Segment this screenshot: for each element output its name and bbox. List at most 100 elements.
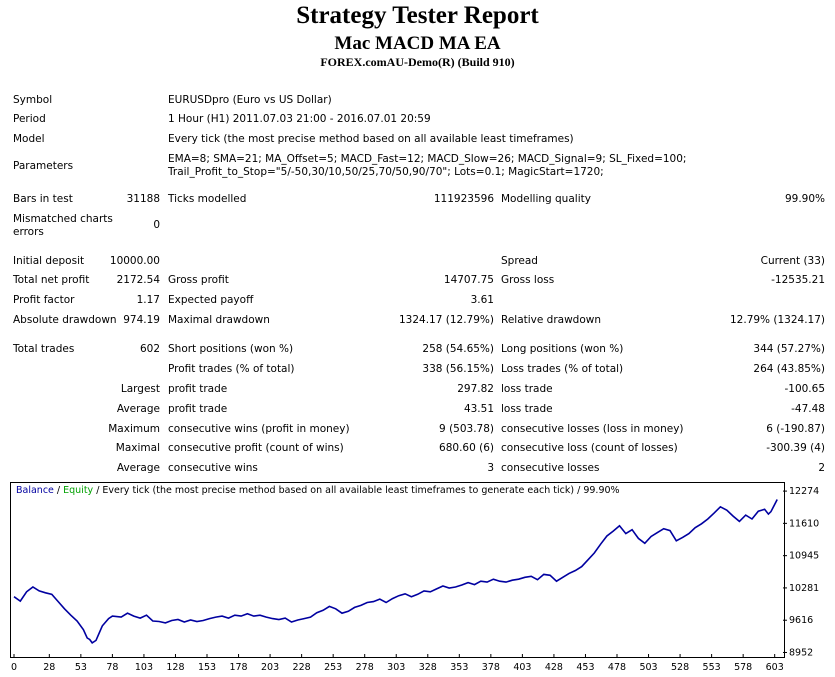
gross-loss-value: -12535.21 — [771, 274, 825, 286]
maximal-consecutive-profit-value: 680.60 (6) — [439, 442, 494, 454]
profit-factor-value: 1.17 — [136, 294, 160, 306]
max-consecutive-wins-value: 9 (503.78) — [439, 423, 494, 435]
largest-profit-value: 297.82 — [457, 383, 494, 395]
x-tick-label: 103 — [135, 662, 153, 673]
profit-trades-label: Profit trades (% of total) — [168, 363, 295, 375]
ticks-label: Ticks modelled — [168, 193, 247, 205]
average-consecutive-losses-value: 2 — [818, 462, 825, 474]
y-tick-label: 8952 — [789, 647, 813, 658]
period-label: Period — [13, 113, 46, 125]
maximal-consecutive-loss-value: -300.39 (4) — [766, 442, 825, 454]
legend-balance: Balance — [16, 485, 54, 496]
chart-frame — [10, 482, 785, 658]
x-tick-label: 603 — [766, 662, 784, 673]
average-consecutive-wins-label: consecutive wins — [168, 462, 258, 474]
gross-profit-value: 14707.75 — [443, 274, 494, 286]
max-consecutive-losses-value: 6 (-190.87) — [766, 423, 825, 435]
parameters-label: Parameters — [13, 160, 74, 172]
x-tick-label: 428 — [545, 662, 563, 673]
largest-loss-value: -100.65 — [784, 383, 825, 395]
y-tick-label: 11610 — [789, 518, 819, 529]
x-tick-label: 53 — [75, 662, 87, 673]
x-tick-label: 178 — [229, 662, 247, 673]
largest-loss-label: loss trade — [501, 383, 553, 395]
x-tick-label: 378 — [482, 662, 500, 673]
largest-label: Largest — [120, 383, 160, 395]
max-consecutive-losses-label: consecutive losses (loss in money) — [501, 423, 684, 435]
total-trades-label: Total trades — [13, 343, 75, 355]
x-tick-label: 28 — [43, 662, 55, 673]
average-loss-value: -47.48 — [791, 403, 825, 415]
relative-drawdown-label: Relative drawdown — [501, 314, 602, 326]
bars-label: Bars in test — [13, 193, 73, 205]
spread-label: Spread — [501, 255, 538, 267]
short-positions-value: 258 (54.65%) — [422, 343, 494, 355]
gross-loss-label: Gross loss — [501, 274, 555, 286]
absolute-drawdown-value: 974.19 — [123, 314, 160, 326]
maximal-drawdown-value: 1324.17 (12.79%) — [399, 314, 494, 326]
x-tick-label: 353 — [450, 662, 468, 673]
y-tick-label: 9616 — [789, 615, 813, 626]
maximum-label: Maximum — [108, 423, 160, 435]
symbol-value: EURUSDpro (Euro vs US Dollar) — [168, 94, 332, 106]
x-tick-label: 203 — [261, 662, 279, 673]
x-tick-label: 278 — [356, 662, 374, 673]
maximal-consecutive-loss-label: consecutive loss (count of losses) — [501, 442, 678, 454]
x-tick-label: 503 — [639, 662, 657, 673]
spread-value: Current (33) — [760, 255, 825, 267]
long-positions-value: 344 (57.27%) — [753, 343, 825, 355]
maximal-label: Maximal — [115, 442, 160, 454]
model-label: Model — [13, 133, 45, 145]
model-value: Every tick (the most precise method base… — [168, 133, 574, 145]
server-build: FOREX.comAU-Demo(R) (Build 910) — [320, 55, 515, 69]
x-tick-label: 553 — [703, 662, 721, 673]
initial-deposit-value: 10000.00 — [109, 255, 160, 267]
x-tick-label: 128 — [166, 662, 184, 673]
x-tick-label: 578 — [734, 662, 752, 673]
legend-equity: Equity — [63, 485, 94, 496]
maximal-drawdown-label: Maximal drawdown — [168, 314, 270, 326]
x-tick-label: 78 — [106, 662, 118, 673]
y-tick-label: 10945 — [789, 551, 819, 562]
x-tick-label: 228 — [293, 662, 311, 673]
ticks-value: 111923596 — [433, 193, 494, 205]
net-profit-value: 2172.54 — [116, 274, 160, 286]
x-tick-label: 478 — [608, 662, 626, 673]
average-consecutive-losses-label: consecutive losses — [501, 462, 600, 474]
profit-factor-label: Profit factor — [13, 294, 75, 306]
x-tick-label: 303 — [387, 662, 405, 673]
balance-chart: 0 28 53 78 103 128 153 178 203 228 253 278 303 328 353… — [11, 486, 819, 673]
x-tick-label: 528 — [671, 662, 689, 673]
short-positions-label: Short positions (won %) — [168, 343, 294, 355]
bars-value: 31188 — [126, 193, 160, 205]
quality-label: Modelling quality — [501, 193, 591, 205]
report-title: Strategy Tester Report — [296, 2, 539, 29]
expected-payoff-label: Expected payoff — [168, 294, 254, 306]
total-trades-value: 602 — [139, 343, 160, 355]
ea-name: Mac MACD MA EA — [334, 33, 501, 54]
loss-trades-value: 264 (43.85%) — [753, 363, 825, 375]
average-consecutive-wins-value: 3 — [487, 462, 494, 474]
parameters-line-1: EMA=8; SMA=21; MA_Offset=5; MACD_Fast=12… — [168, 153, 687, 165]
chart-legend: Balance / Equity / Every tick (the most … — [16, 485, 620, 496]
mismatch-label: Mismatched charts — [13, 213, 113, 225]
y-tick-label: 12274 — [789, 486, 819, 497]
x-tick-label: 253 — [324, 662, 342, 673]
x-tick-label: 153 — [198, 662, 216, 673]
max-consecutive-wins-label: consecutive wins (profit in money) — [168, 423, 350, 435]
largest-profit-label: profit trade — [168, 383, 228, 395]
x-tick-label: 453 — [576, 662, 594, 673]
x-tick-label: 403 — [513, 662, 531, 673]
legend-separator: / — [53, 485, 64, 496]
gross-profit-label: Gross profit — [168, 274, 229, 286]
average-label: Average — [116, 403, 160, 415]
profit-trades-value: 338 (56.15%) — [422, 363, 494, 375]
parameters-line-2: Trail_Profit_to_Stop="5/-50,30/10,50/25,… — [168, 166, 604, 178]
period-value: 1 Hour (H1) 2011.07.03 21:00 - 2016.07.0… — [168, 113, 431, 125]
average-profit-label: profit trade — [168, 403, 228, 415]
absolute-drawdown-label: Absolute drawdown — [13, 314, 117, 326]
mismatch-value: 0 — [153, 219, 160, 231]
net-profit-label: Total net profit — [13, 274, 90, 286]
x-tick-label: 0 — [11, 662, 17, 673]
average-2-label: Average — [116, 462, 160, 474]
